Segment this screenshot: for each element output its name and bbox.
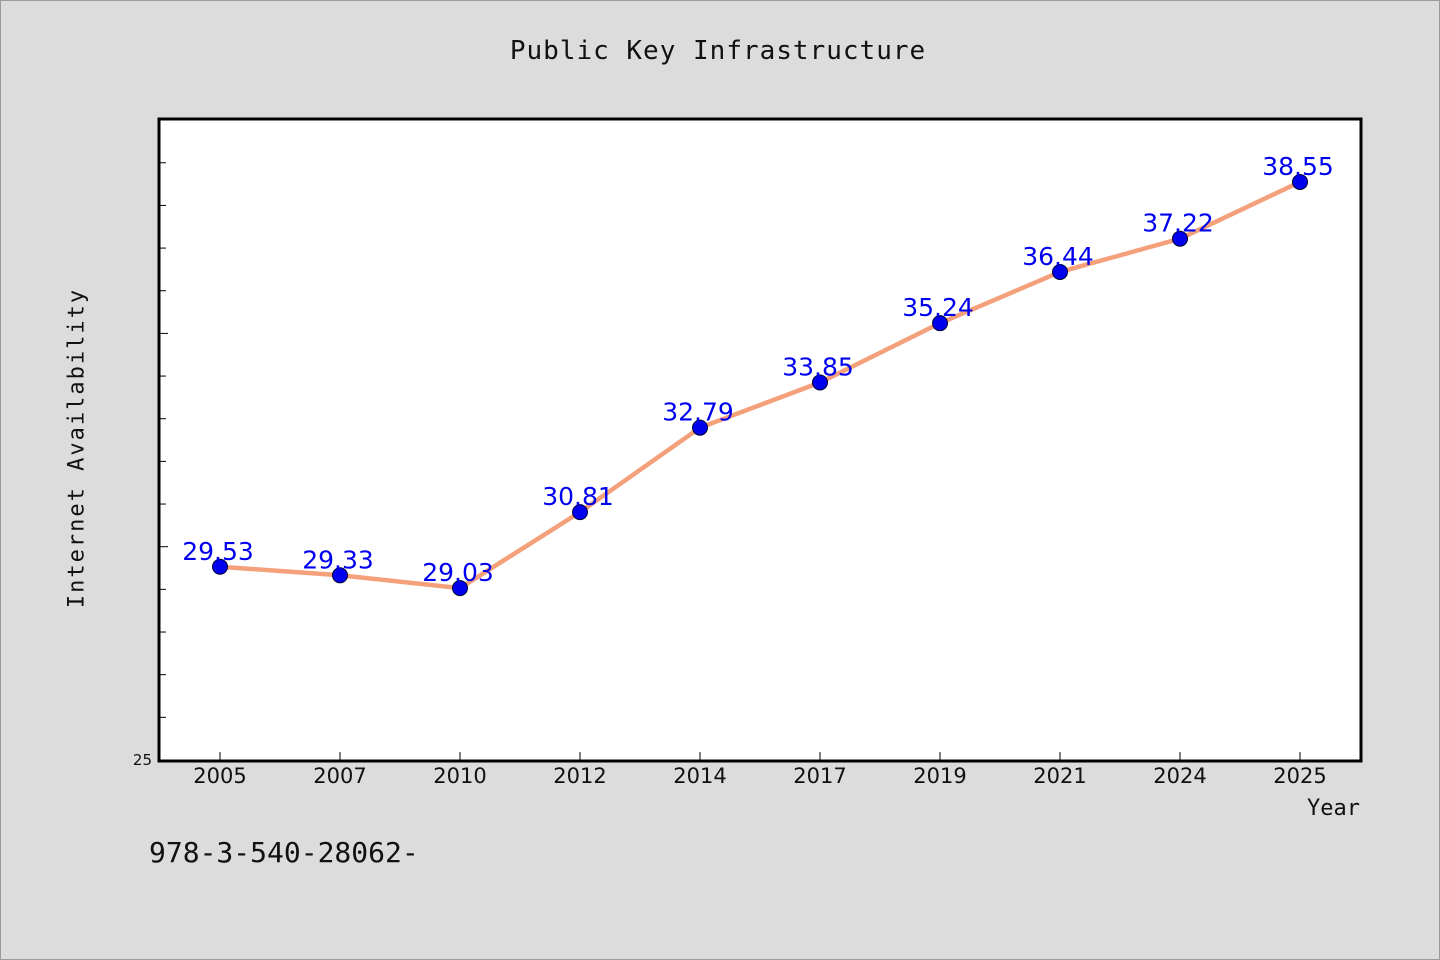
series-line-group: [217, 179, 1303, 591]
x-axis-label: Year: [1307, 796, 1360, 821]
x-tick-label: 2017: [793, 764, 846, 788]
data-point: [1052, 263, 1068, 280]
data-label: 29.33: [302, 545, 374, 574]
x-tick-label: 2007: [313, 764, 366, 788]
data-label: 30.81: [542, 482, 614, 511]
data-label: 37.22: [1142, 209, 1214, 238]
data-point: [1172, 230, 1188, 247]
data-point: [572, 504, 588, 521]
x-tick-label: 2021: [1033, 764, 1086, 788]
y-tick-label: 25: [133, 751, 152, 769]
data-label: 29.53: [182, 537, 254, 566]
data-label: 38.55: [1262, 152, 1334, 181]
data-point: [692, 419, 708, 436]
x-tick-label: 2010: [433, 764, 486, 788]
data-point: [932, 315, 948, 332]
x-tick-label: 2012: [553, 764, 606, 788]
data-label: 36.44: [1022, 242, 1094, 271]
x-tick-label: 2019: [913, 764, 966, 788]
data-label: 33.85: [782, 352, 854, 381]
x-tick-label: 2024: [1153, 764, 1206, 788]
footnote-text: 978-3-540-28062-: [149, 836, 419, 869]
data-point: [332, 567, 348, 584]
data-point: [812, 374, 828, 391]
data-markers: [212, 173, 1308, 597]
data-point: [212, 558, 228, 575]
x-tick-label: 2005: [193, 764, 246, 788]
data-label: 35.24: [902, 293, 974, 322]
chart-title: Public Key Infrastructure: [509, 36, 927, 66]
data-point: [452, 580, 468, 597]
data-labels: 29.53 29.33 29.03 30.81 32.79 33.85 35.24 36.44…: [182, 152, 1334, 587]
x-axis-ticks: 2005 2007 2010 2012 2014 2017 2019 2021 2024 2025: [193, 752, 1327, 788]
y-axis-ticks: 25: [133, 162, 168, 769]
data-label: 32.79: [662, 398, 734, 427]
x-tick-label: 2025: [1273, 764, 1326, 788]
series-line: [217, 179, 1303, 591]
data-label: 29.03: [422, 558, 494, 587]
plot-area: [157, 117, 1363, 763]
x-tick-label: 2014: [673, 764, 726, 788]
data-point: [1292, 173, 1308, 190]
